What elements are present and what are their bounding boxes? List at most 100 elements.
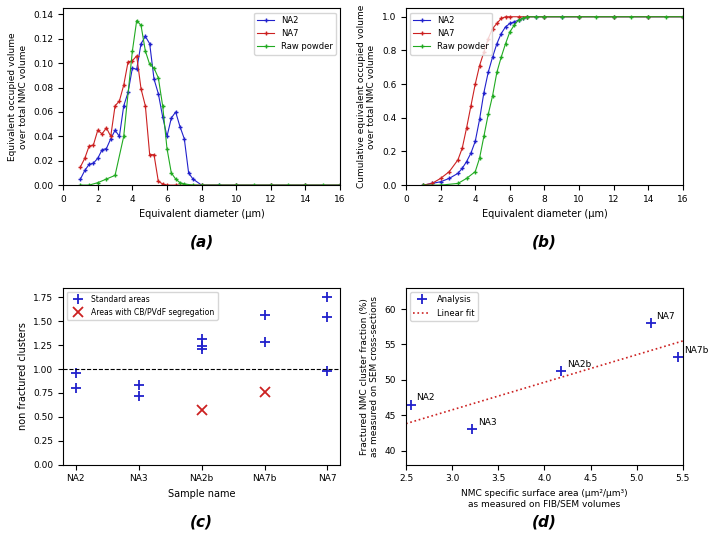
NA2 [510,18,518,25]
NA7 [501,14,510,20]
Raw powder [137,22,146,29]
Raw powder [484,111,493,117]
NA7 [514,14,523,20]
NA7 [76,163,85,170]
NA2 [232,182,240,188]
NA7 [98,131,106,137]
Raw powder [318,182,327,188]
NA2 [106,136,115,142]
NA7 [163,182,171,188]
NA7 [154,178,163,184]
NA7 [80,155,89,162]
Raw powder [301,182,310,188]
NA2 [115,133,124,140]
NA2 [150,76,158,82]
NA2 [480,89,488,96]
Raw powder [189,182,197,188]
Raw powder [609,14,618,20]
Raw powder [85,182,93,188]
Raw powder [158,103,167,109]
Raw powder [592,14,601,20]
X-axis label: Sample name: Sample name [168,489,235,499]
NA2 [89,160,98,167]
Raw powder [531,14,540,20]
Text: (c): (c) [190,514,213,529]
Y-axis label: non fractured clusters: non fractured clusters [18,322,28,430]
NA2 [93,155,102,162]
NA7 [505,14,514,20]
NA7 [137,85,146,92]
Raw powder [627,14,635,20]
NA2 [197,182,206,188]
NA7 [427,180,436,187]
Raw powder [514,17,523,23]
NA2 [462,159,471,165]
NA7 [445,168,454,175]
NA7 [133,52,141,59]
Raw powder [419,182,427,188]
Y-axis label: Equivalent occupied volume
over total NMC volume: Equivalent occupied volume over total NM… [9,32,28,161]
NA2 [214,182,223,188]
NA7 [336,182,344,188]
NA2 [163,133,171,140]
NA2 [267,182,275,188]
Raw powder [176,180,184,186]
NA7 [467,103,475,109]
NA7 [158,181,167,187]
Raw powder [110,172,119,179]
NA2 [514,17,523,23]
Raw powder [250,182,258,188]
Raw powder [120,133,128,140]
Raw powder [558,14,566,20]
NA2 [189,176,197,182]
NA2 [80,167,89,174]
NA7 [141,103,150,109]
NA2 [458,165,467,171]
NA7 [458,145,467,151]
Raw powder [133,17,141,24]
NA2 [176,123,184,130]
NA7 [124,59,133,65]
Text: NA2b: NA2b [566,360,591,369]
NA2 [679,14,688,20]
NA2 [437,179,445,185]
Raw powder [167,170,176,176]
Raw powder [267,182,275,188]
NA2 [124,89,133,96]
NA7 [575,14,584,20]
Raw powder [128,48,137,54]
NA7 [232,182,240,188]
NA2 [493,41,501,47]
Raw powder [214,182,223,188]
Text: NA7b: NA7b [684,346,708,355]
NA7 [106,133,115,140]
Raw powder [180,181,189,187]
NA7 [419,182,427,188]
Legend: NA2, NA7, Raw powder: NA2, NA7, Raw powder [410,12,492,55]
Raw powder [336,182,344,188]
Line: NA2: NA2 [421,14,685,188]
Text: (a): (a) [189,235,214,249]
Raw powder [141,48,150,54]
Raw powder [76,182,85,188]
NA7 [437,175,445,182]
Raw powder [163,146,171,152]
NA7 [462,124,471,131]
NA7 [120,82,128,88]
Raw powder [575,14,584,20]
Raw powder [93,180,102,186]
NA2 [120,103,128,109]
NA7 [102,124,110,131]
Text: (d): (d) [532,514,557,529]
Legend: Standard areas, Areas with CB/PVdF segregation: Standard areas, Areas with CB/PVdF segre… [67,292,218,320]
NA2 [427,180,436,187]
Raw powder [154,75,163,81]
NA2 [497,30,505,37]
NA7 [644,14,652,20]
Y-axis label: Cumulative equivalent occupied volume
over total NMC volume: Cumulative equivalent occupied volume ov… [357,5,376,188]
NA2 [518,15,527,22]
NA2 [133,66,141,72]
NA7 [523,14,531,20]
NA7 [115,98,124,104]
NA2 [488,54,497,61]
